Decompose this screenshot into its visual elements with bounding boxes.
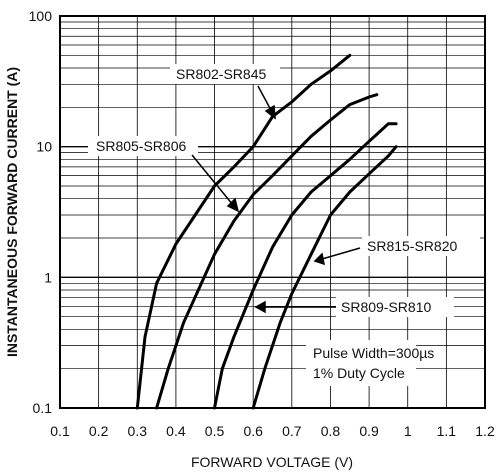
arrowhead-sr802 (264, 104, 276, 120)
ticks-layer: 0.1 0.2 0.3 0.4 0.5 0.6 0.7 0.8 0.9 1 1.1 1.2 0.1 1 10… (29, 8, 495, 439)
series-label-sr802: SR802-SR845 (176, 66, 266, 82)
y-tick-label: 1 (44, 269, 52, 285)
arrowhead-sr815 (313, 252, 325, 266)
x-tick-label: 0.1 (50, 423, 70, 439)
x-axis-title: FORWARD VOLTAGE (V) (191, 454, 353, 470)
y-tick-label: 100 (29, 8, 53, 24)
leader-arrows (191, 85, 361, 314)
x-tick-label: 0.9 (359, 423, 379, 439)
y-tick-label: 0.1 (33, 400, 53, 416)
note-duty-cycle: 1% Duty Cycle (313, 365, 405, 381)
y-tick-label: 10 (36, 139, 52, 155)
series-label-sr809: SR809-SR810 (341, 299, 431, 315)
series-line-3 (213, 122, 398, 410)
x-tick-label: 0.5 (205, 423, 225, 439)
series-label-sr805: SR805-SR806 (96, 138, 186, 154)
arrow-sr815 (321, 247, 361, 260)
arrow-sr805 (191, 154, 234, 206)
series-line-4 (251, 145, 398, 410)
curves-layer (135, 53, 398, 410)
x-tick-label: 0.8 (321, 423, 341, 439)
x-tick-label: 1.1 (437, 423, 457, 439)
series-line-2 (155, 93, 379, 410)
x-tick-label: 0.4 (166, 423, 186, 439)
arrowhead-sr805 (226, 197, 240, 213)
x-tick-label: 0.7 (282, 423, 302, 439)
x-tick-label: 0.3 (128, 423, 148, 439)
x-tick-label: 0.6 (243, 423, 263, 439)
x-tick-label: 0.2 (89, 423, 109, 439)
x-tick-label: 1 (404, 423, 412, 439)
plot-frame (59, 15, 486, 409)
x-tick-label: 1.2 (475, 423, 495, 439)
arrowhead-sr809 (254, 300, 266, 314)
series-line-1 (135, 53, 352, 410)
series-label-sr815: SR815-SR820 (367, 238, 457, 254)
note-pulse-width: Pulse Width=300µs (313, 345, 434, 361)
arrow-sr802 (257, 85, 273, 113)
y-axis-title: INSTANTANEOUS FORWARD CURRENT (A) (4, 67, 20, 357)
